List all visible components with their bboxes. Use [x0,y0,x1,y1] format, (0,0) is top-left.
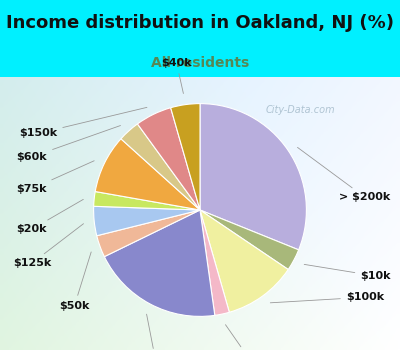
Text: > $200k: > $200k [298,147,390,202]
Text: $125k: $125k [13,224,84,268]
Text: $50k: $50k [59,252,91,311]
Wedge shape [138,108,200,210]
Text: All residents: All residents [151,56,249,70]
Wedge shape [171,104,200,210]
Text: $40k: $40k [161,58,192,93]
Wedge shape [94,191,200,210]
Text: $30k: $30k [226,325,263,350]
Wedge shape [200,104,306,250]
Text: $150k: $150k [19,107,147,138]
Text: $75k: $75k [17,161,94,194]
Wedge shape [94,206,200,236]
Text: $20k: $20k [17,199,83,234]
Wedge shape [200,210,229,315]
Wedge shape [200,210,288,312]
Text: $200k: $200k [136,314,174,350]
Text: Income distribution in Oakland, NJ (%): Income distribution in Oakland, NJ (%) [6,14,394,32]
Text: $100k: $100k [270,292,384,303]
Wedge shape [95,139,200,210]
Wedge shape [121,124,200,210]
Text: $60k: $60k [16,126,120,162]
Text: City-Data.com: City-Data.com [265,105,335,115]
Wedge shape [104,210,215,316]
Text: $10k: $10k [304,264,391,281]
Wedge shape [97,210,200,257]
Wedge shape [200,210,299,270]
